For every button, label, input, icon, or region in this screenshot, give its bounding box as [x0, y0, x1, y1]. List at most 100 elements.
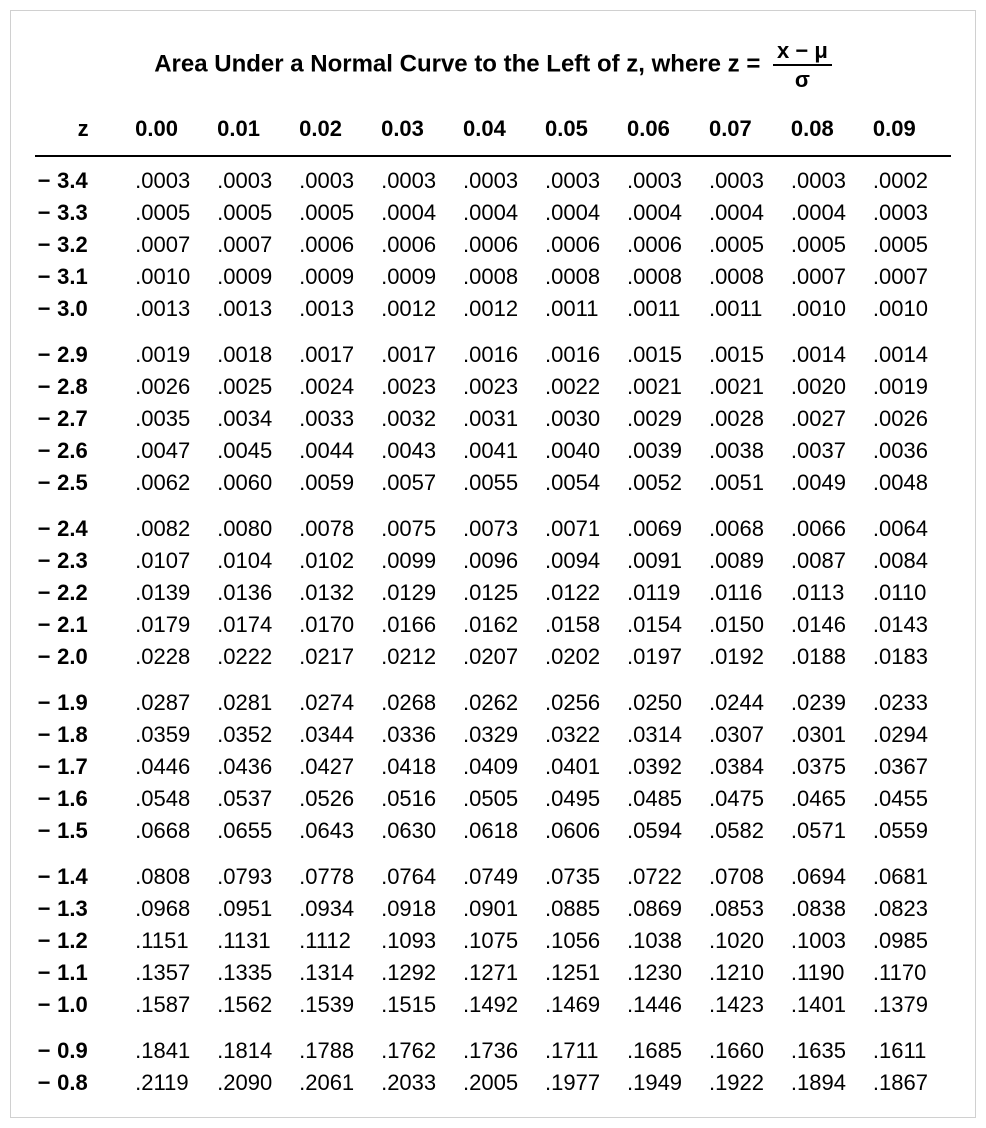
minus-sign: −	[37, 165, 51, 197]
z-value: 1.1	[51, 960, 88, 985]
probability-cell: .0017	[295, 339, 377, 371]
probability-cell: .1251	[541, 957, 623, 989]
probability-cell: .0094	[541, 545, 623, 577]
probability-cell: .2061	[295, 1067, 377, 1099]
z-value: 2.9	[51, 342, 88, 367]
probability-cell: .0668	[131, 815, 213, 847]
z-value: 1.5	[51, 818, 88, 843]
probability-cell: .0099	[377, 545, 459, 577]
probability-cell: .1112	[295, 925, 377, 957]
probability-cell: .0013	[131, 293, 213, 325]
probability-cell: .0012	[459, 293, 541, 325]
probability-cell: .0166	[377, 609, 459, 641]
probability-cell: .0233	[869, 687, 951, 719]
header-rule-row	[35, 151, 951, 165]
z-value-cell: − 1.6	[35, 783, 131, 815]
col-header: 0.00	[131, 113, 213, 151]
table-row: − 3.4.0003.0003.0003.0003.0003.0003.0003…	[35, 165, 951, 197]
probability-cell: .1539	[295, 989, 377, 1021]
probability-cell: .0052	[623, 467, 705, 499]
probability-cell: .0080	[213, 513, 295, 545]
z-table-page: Area Under a Normal Curve to the Left of…	[10, 10, 976, 1118]
probability-cell: .0002	[869, 165, 951, 197]
probability-cell: .1335	[213, 957, 295, 989]
probability-cell: .0096	[459, 545, 541, 577]
minus-sign: −	[37, 513, 51, 545]
z-value-cell: − 2.9	[35, 339, 131, 371]
minus-sign: −	[37, 1035, 51, 1067]
probability-cell: .0010	[787, 293, 869, 325]
table-row: − 0.8.2119.2090.2061.2033.2005.1977.1949…	[35, 1067, 951, 1099]
probability-cell: .0073	[459, 513, 541, 545]
z-value: 2.0	[51, 644, 88, 669]
minus-sign: −	[37, 197, 51, 229]
probability-cell: .0548	[131, 783, 213, 815]
minus-sign: −	[37, 719, 51, 751]
probability-cell: .0735	[541, 861, 623, 893]
probability-cell: .1210	[705, 957, 787, 989]
header-rule	[35, 155, 951, 157]
title-text: Area Under a Normal Curve to the Left of…	[154, 50, 760, 77]
probability-cell: .0003	[623, 165, 705, 197]
table-row: − 2.0.0228.0222.0217.0212.0207.0202.0197…	[35, 641, 951, 673]
probability-cell: .0384	[705, 751, 787, 783]
probability-cell: .0003	[869, 197, 951, 229]
probability-cell: .0023	[377, 371, 459, 403]
probability-cell: .0375	[787, 751, 869, 783]
probability-cell: .0078	[295, 513, 377, 545]
probability-cell: .0048	[869, 467, 951, 499]
probability-cell: .0075	[377, 513, 459, 545]
z-value: 1.9	[51, 690, 88, 715]
z-value-cell: − 3.0	[35, 293, 131, 325]
table-row: − 2.4.0082.0080.0078.0075.0073.0071.0069…	[35, 513, 951, 545]
z-value-cell: − 2.8	[35, 371, 131, 403]
z-value-cell: − 1.4	[35, 861, 131, 893]
probability-cell: .0446	[131, 751, 213, 783]
probability-cell: .0006	[295, 229, 377, 261]
z-value-cell: − 1.2	[35, 925, 131, 957]
probability-cell: .0838	[787, 893, 869, 925]
probability-cell: .1020	[705, 925, 787, 957]
z-value-cell: − 3.1	[35, 261, 131, 293]
probability-cell: .0869	[623, 893, 705, 925]
probability-cell: .0068	[705, 513, 787, 545]
probability-cell: .0722	[623, 861, 705, 893]
minus-sign: −	[37, 403, 51, 435]
probability-cell: .0174	[213, 609, 295, 641]
z-value: 3.0	[51, 296, 88, 321]
probability-cell: .0007	[787, 261, 869, 293]
probability-cell: .1401	[787, 989, 869, 1021]
probability-cell: .1271	[459, 957, 541, 989]
table-row: − 1.7.0446.0436.0427.0418.0409.0401.0392…	[35, 751, 951, 783]
probability-cell: .0029	[623, 403, 705, 435]
probability-cell: .1814	[213, 1035, 295, 1067]
z-value-cell: − 1.8	[35, 719, 131, 751]
probability-cell: .0212	[377, 641, 459, 673]
probability-cell: .0495	[541, 783, 623, 815]
probability-cell: .0026	[131, 371, 213, 403]
z-value-cell: − 2.4	[35, 513, 131, 545]
minus-sign: −	[37, 783, 51, 815]
probability-cell: .0418	[377, 751, 459, 783]
probability-cell: .0708	[705, 861, 787, 893]
col-header-z: z	[35, 113, 131, 151]
probability-cell: .0013	[295, 293, 377, 325]
probability-cell: .0005	[295, 197, 377, 229]
probability-cell: .0274	[295, 687, 377, 719]
probability-cell: .0005	[131, 197, 213, 229]
probability-cell: .0681	[869, 861, 951, 893]
table-row: − 2.2.0139.0136.0132.0129.0125.0122.0119…	[35, 577, 951, 609]
probability-cell: .0136	[213, 577, 295, 609]
probability-cell: .2119	[131, 1067, 213, 1099]
probability-cell: .0314	[623, 719, 705, 751]
probability-cell: .0091	[623, 545, 705, 577]
probability-cell: .1736	[459, 1035, 541, 1067]
z-value: 0.9	[51, 1038, 88, 1063]
probability-cell: .0594	[623, 815, 705, 847]
probability-cell: .0047	[131, 435, 213, 467]
probability-cell: .0643	[295, 815, 377, 847]
probability-cell: .1423	[705, 989, 787, 1021]
probability-cell: .0036	[869, 435, 951, 467]
minus-sign: −	[37, 925, 51, 957]
probability-cell: .0179	[131, 609, 213, 641]
